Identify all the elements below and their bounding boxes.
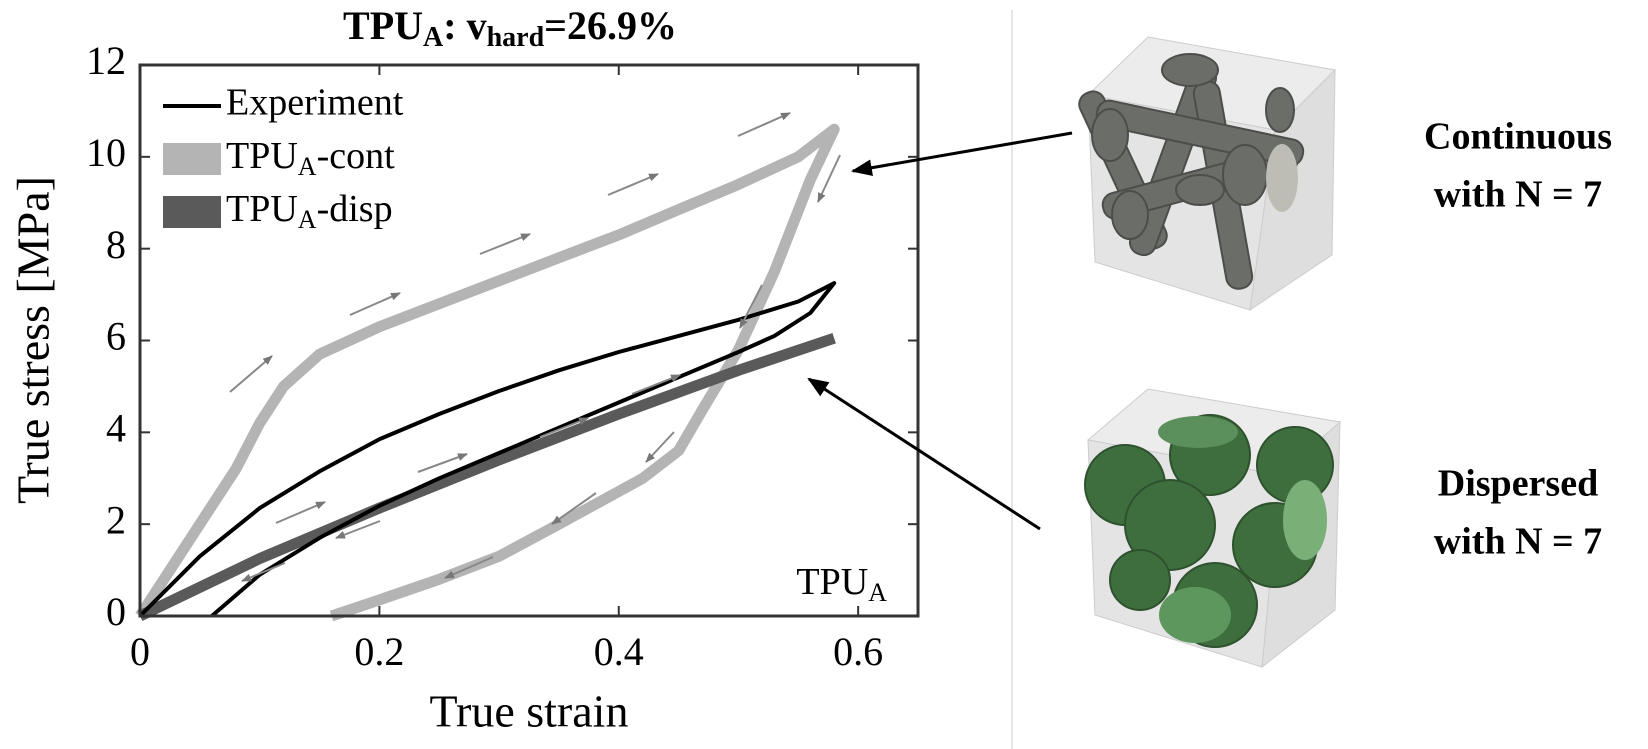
pointer-arrow	[853, 133, 1072, 171]
legend-swatch	[163, 143, 221, 175]
subscript: hard	[487, 22, 545, 53]
text-part: TPU	[226, 135, 298, 177]
legend-label: TPUA-disp	[226, 188, 393, 234]
y-tick-label: 4	[106, 406, 126, 451]
annotation: TPUA	[796, 561, 887, 607]
subscript: A	[298, 152, 317, 181]
text-part: TPU	[343, 3, 423, 48]
legend-label: TPUA-cont	[226, 135, 395, 181]
y-tick-label: 8	[106, 222, 126, 267]
legend-swatch	[163, 196, 221, 228]
y-tick-label: 2	[106, 497, 126, 542]
y-tick-label: 6	[106, 314, 126, 359]
text-part: =26.9%	[544, 3, 677, 48]
subscript: A	[423, 22, 444, 53]
label: Continuous	[1424, 116, 1612, 158]
pointer-arrow	[809, 379, 1040, 529]
label: with N = 7	[1434, 174, 1602, 216]
label: with N = 7	[1434, 521, 1602, 563]
x-axis-label: True strain	[430, 686, 629, 737]
dispersed-microstructure	[1085, 389, 1340, 667]
figure: TPUA: vhard=26.9% 00.20.40.6024681012Exp…	[0, 0, 1648, 749]
x-tick-label: 0.2	[354, 629, 404, 674]
continuous-microstructure	[1075, 37, 1335, 310]
text-part: TPU	[226, 188, 298, 230]
y-tick-label: 10	[86, 130, 126, 175]
y-axis-label: True stress [MPa]	[8, 176, 59, 504]
text-part: -disp	[317, 188, 393, 230]
subscript: A	[868, 578, 887, 607]
y-tick-label: 12	[86, 38, 126, 83]
legend-label: Experiment	[226, 82, 404, 124]
label: Dispersed	[1438, 463, 1598, 505]
x-tick-label: 0.6	[833, 629, 883, 674]
y-tick-label: 0	[106, 589, 126, 634]
chart-title: TPUA: vhard=26.9%	[343, 3, 677, 53]
x-tick-label: 0	[130, 629, 150, 674]
x-tick-label: 0.4	[594, 629, 644, 674]
text-part: TPU	[796, 561, 868, 603]
text-part: -cont	[317, 135, 396, 177]
subscript: A	[298, 205, 317, 234]
text-part: : v	[443, 3, 486, 48]
